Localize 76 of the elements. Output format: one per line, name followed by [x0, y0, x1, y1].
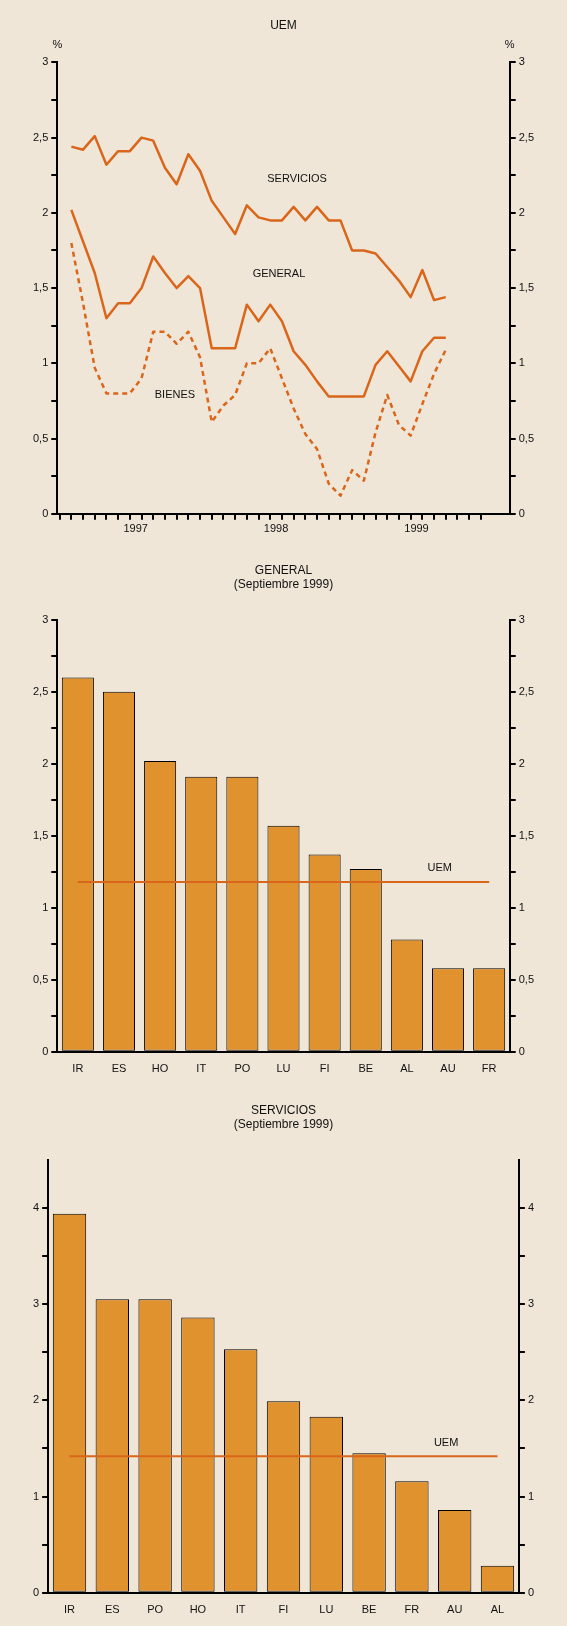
x-tick-label: IR — [72, 1062, 84, 1075]
y-tick-label: 1 — [42, 356, 49, 369]
text: GENERAL — [252, 266, 306, 279]
x-tick-label: FI — [319, 1062, 330, 1075]
y-tick-label: 2 — [42, 205, 49, 218]
line-series — [70, 241, 447, 497]
y2-tick-label: 1 — [527, 1489, 535, 1502]
x-tick-label: ES — [111, 1062, 127, 1075]
y2-tick-label: 2,5 — [518, 684, 535, 697]
y-tick-label: 1 — [32, 1489, 40, 1502]
chart-title: GENERAL — [254, 562, 313, 577]
y-tick-label: 0,5 — [32, 972, 49, 985]
x-tick-label: FR — [481, 1062, 497, 1075]
x-tick-label: HO — [189, 1603, 207, 1616]
series-label: BIENES — [154, 388, 196, 401]
ref-line-label: UEM — [433, 1435, 459, 1448]
y-tick-label: 2,5 — [32, 684, 49, 697]
y-tick-label: 4 — [32, 1200, 40, 1213]
x-tick-label: BE — [361, 1603, 377, 1616]
y2-tick-label: 1 — [518, 356, 525, 369]
x-tick-label: FR — [404, 1603, 420, 1616]
y2-tick-label: 0,5 — [518, 431, 535, 444]
y-tick-label: 1,5 — [32, 281, 49, 294]
x-tick-label: AU — [447, 1603, 463, 1616]
y-tick-label: 0 — [32, 1585, 40, 1598]
y2-tick-label: 2,5 — [518, 130, 535, 143]
x-tick-label: IT — [196, 1062, 207, 1075]
chart-title: UEM — [270, 17, 297, 32]
chart-subtitle: (Septiembre 1999) — [233, 1116, 334, 1131]
x-tick-label: 1997 — [123, 522, 148, 535]
y2-tick-label: 0,5 — [518, 972, 535, 985]
chart-subtitle: (Septiembre 1999) — [233, 576, 334, 591]
x-tick-label: AL — [400, 1062, 414, 1075]
y-tick-label: 0 — [42, 506, 49, 519]
x-tick-label: IT — [235, 1603, 246, 1616]
y2-tick-label: 1,5 — [518, 281, 535, 294]
text: SERVICIOS — [267, 171, 327, 184]
y2-tick-label: 3 — [518, 612, 525, 625]
x-tick-label: AU — [440, 1062, 456, 1075]
y2-tick-label: 0 — [527, 1585, 535, 1598]
y2-tick-label: 3 — [518, 55, 525, 68]
y2-tick-label: 0 — [518, 506, 525, 519]
x-tick-label: AL — [490, 1603, 505, 1616]
x-tick-label: 1999 — [404, 522, 429, 535]
y-tick-label: 3 — [32, 1297, 40, 1310]
y2-tick-label: 0 — [518, 1044, 525, 1057]
y2-axis-title: % — [504, 37, 515, 50]
x-tick-label: BE — [358, 1062, 374, 1075]
y2-tick-label: 2 — [527, 1393, 535, 1406]
y-tick-label: 2,5 — [32, 130, 49, 143]
x-tick-label: ES — [104, 1603, 120, 1616]
y-tick-label: 0,5 — [32, 431, 49, 444]
y-tick-label: 2 — [32, 1393, 40, 1406]
y-tick-label: 1 — [42, 900, 49, 913]
y-tick-label: 2 — [42, 756, 49, 769]
y2-tick-label: 3 — [527, 1297, 535, 1310]
y2-tick-label: 2 — [518, 756, 525, 769]
x-tick-label: PO — [147, 1603, 164, 1616]
x-tick-label: HO — [151, 1062, 169, 1075]
y2-tick-label: 2 — [518, 205, 525, 218]
y-tick-label: 1,5 — [32, 828, 49, 841]
y2-tick-label: 1 — [518, 900, 525, 913]
x-tick-label: IR — [64, 1603, 76, 1616]
x-tick-label: LU — [276, 1062, 291, 1075]
ref-line-label: UEM — [427, 861, 453, 874]
x-tick-label: FI — [278, 1603, 289, 1616]
x-tick-label: LU — [319, 1603, 334, 1616]
y2-tick-label: 4 — [527, 1200, 535, 1213]
chart-title: SERVICIOS — [250, 1102, 317, 1117]
y-tick-label: 3 — [42, 55, 49, 68]
x-tick-label: 1998 — [263, 522, 289, 535]
y-tick-label: 0 — [42, 1044, 49, 1057]
y-tick-label: 3 — [42, 612, 49, 625]
y-axis-title: % — [52, 37, 63, 50]
x-tick-label: PO — [234, 1062, 251, 1075]
y2-tick-label: 1,5 — [518, 828, 535, 841]
